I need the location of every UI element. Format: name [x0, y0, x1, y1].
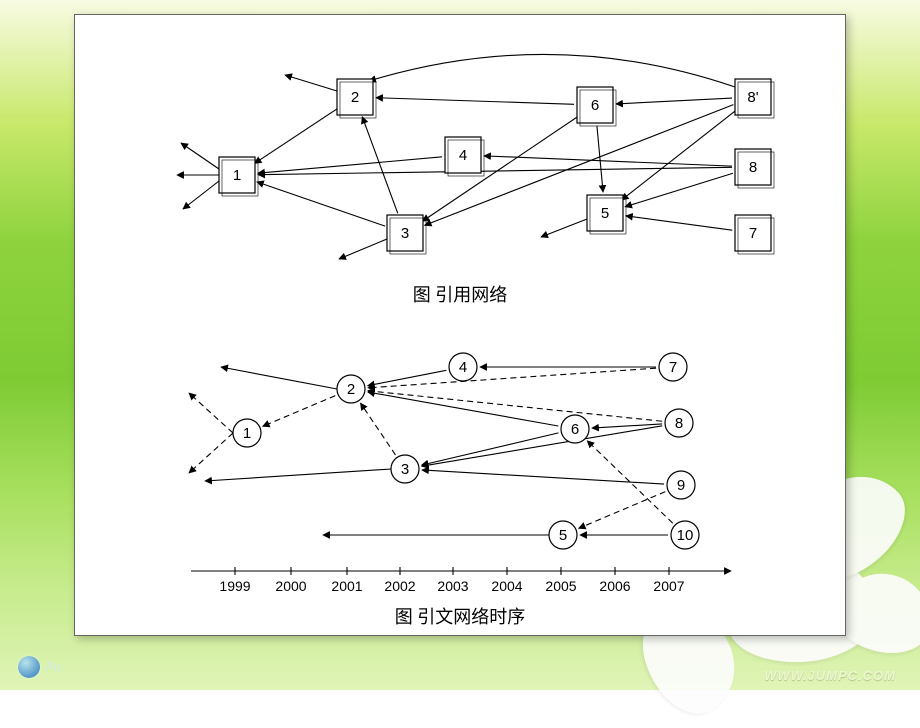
node-label: 1 — [243, 425, 251, 442]
open-edge — [221, 367, 337, 389]
edge — [422, 470, 664, 484]
open-edge — [189, 393, 233, 433]
axis-tick-label: 2001 — [331, 578, 362, 594]
node-label: 4 — [459, 359, 467, 376]
watermark: WWW.JUMPC.COM — [764, 669, 896, 682]
edge — [361, 403, 396, 455]
node-label: 8 — [749, 159, 757, 176]
edge — [368, 391, 662, 421]
node-label: 5 — [601, 205, 609, 222]
open-edge — [541, 219, 587, 237]
axis-tick-label: 2007 — [653, 578, 684, 594]
edge — [257, 182, 385, 226]
axis-tick-label: 1999 — [219, 578, 250, 594]
node-label: 10 — [677, 527, 694, 544]
open-edge — [339, 239, 387, 259]
edge — [579, 492, 666, 529]
node-label: 6 — [591, 97, 599, 114]
logo-text: Pu — [46, 661, 61, 673]
node-label: 2 — [351, 89, 359, 106]
bottom-caption: 图 引文网络时序 — [395, 607, 526, 627]
globe-icon — [18, 656, 40, 678]
edge — [368, 392, 559, 426]
edge — [263, 396, 336, 427]
top-caption: 图 引用网络 — [413, 285, 508, 305]
edge — [369, 54, 735, 87]
open-edge — [205, 469, 391, 481]
node-label: 2 — [347, 381, 355, 398]
edge — [376, 98, 574, 105]
edge — [484, 156, 732, 166]
node-label: 8' — [747, 89, 758, 106]
edge — [626, 216, 732, 230]
edge — [368, 368, 656, 388]
edge — [362, 117, 398, 214]
open-edge — [189, 433, 233, 473]
open-edge — [183, 181, 219, 209]
axis-tick-label: 2004 — [491, 578, 522, 594]
diagram-svg: 1 2 3 4 5 6 7 8 8' 图 引用网络 1999 2000 2001 2002 2003 2004… — [75, 15, 845, 635]
axis-tick-label: 2003 — [437, 578, 468, 594]
axis-tick-label: 2002 — [384, 578, 415, 594]
axis-tick-label: 2006 — [599, 578, 630, 594]
edge — [422, 433, 559, 465]
edge — [625, 173, 733, 207]
node-label: 3 — [401, 225, 409, 242]
axis-tick-label: 2000 — [275, 578, 306, 594]
edge — [622, 110, 737, 200]
open-edge — [285, 75, 337, 91]
node-label: 3 — [401, 461, 409, 478]
node-label: 7 — [749, 225, 757, 242]
edge — [258, 167, 732, 174]
slide-panel: 1 2 3 4 5 6 7 8 8' 图 引用网络 1999 2000 2001 2002 2003 2004… — [74, 14, 846, 636]
node-label: 4 — [459, 147, 467, 164]
edge — [258, 157, 442, 173]
edge — [422, 426, 662, 466]
node-label: 1 — [233, 167, 241, 184]
edge — [597, 126, 603, 192]
open-edge — [181, 143, 219, 169]
node-label: 8 — [675, 415, 683, 432]
axis-tick-label: 2005 — [545, 578, 576, 594]
node-label: 7 — [669, 359, 677, 376]
node-label: 6 — [571, 421, 579, 438]
edge — [255, 109, 338, 164]
node-label: 9 — [677, 477, 685, 494]
edge — [616, 98, 732, 104]
node-label: 5 — [559, 527, 567, 544]
pupa-logo: Pu — [18, 656, 61, 678]
